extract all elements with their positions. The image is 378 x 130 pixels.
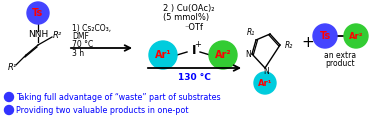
Circle shape <box>313 24 337 48</box>
Text: 70 °C: 70 °C <box>72 40 93 48</box>
Text: Ts: Ts <box>319 31 331 41</box>
Circle shape <box>5 106 14 115</box>
Circle shape <box>344 24 368 48</box>
Text: +: + <box>195 40 201 48</box>
Circle shape <box>149 41 177 69</box>
Circle shape <box>254 72 276 94</box>
Text: R₂: R₂ <box>285 41 293 50</box>
Text: NNH: NNH <box>28 30 48 38</box>
Text: 3 h: 3 h <box>72 48 84 57</box>
Text: (5 mmol%): (5 mmol%) <box>163 12 209 21</box>
Text: Ts: Ts <box>33 8 43 18</box>
Text: ⁻OTf: ⁻OTf <box>184 22 203 31</box>
Text: R¹: R¹ <box>8 63 17 72</box>
Text: N: N <box>263 67 269 76</box>
Circle shape <box>27 2 49 24</box>
Text: 130 °C: 130 °C <box>178 73 211 82</box>
Text: I: I <box>192 44 196 57</box>
Text: Ar²: Ar² <box>215 50 231 60</box>
Text: an extra: an extra <box>324 50 356 60</box>
Text: N: N <box>245 50 251 58</box>
Text: +: + <box>302 34 314 50</box>
Text: 2 ) Cu(OAc)₂: 2 ) Cu(OAc)₂ <box>163 4 214 12</box>
Circle shape <box>209 41 237 69</box>
Text: Ar²: Ar² <box>349 31 363 41</box>
Text: Providing two valuable products in one-pot: Providing two valuable products in one-p… <box>16 106 189 115</box>
Text: 1) Cs₂CO₃,: 1) Cs₂CO₃, <box>72 24 111 32</box>
Text: Ar¹: Ar¹ <box>155 50 171 60</box>
Text: product: product <box>325 58 355 67</box>
Text: R₁: R₁ <box>247 28 255 37</box>
Text: Taking full advantage of “waste” part of substrates: Taking full advantage of “waste” part of… <box>16 93 221 102</box>
Text: R²: R² <box>53 31 62 40</box>
Text: DMF: DMF <box>72 31 89 41</box>
Text: Ar¹: Ar¹ <box>258 79 272 87</box>
Circle shape <box>5 93 14 102</box>
